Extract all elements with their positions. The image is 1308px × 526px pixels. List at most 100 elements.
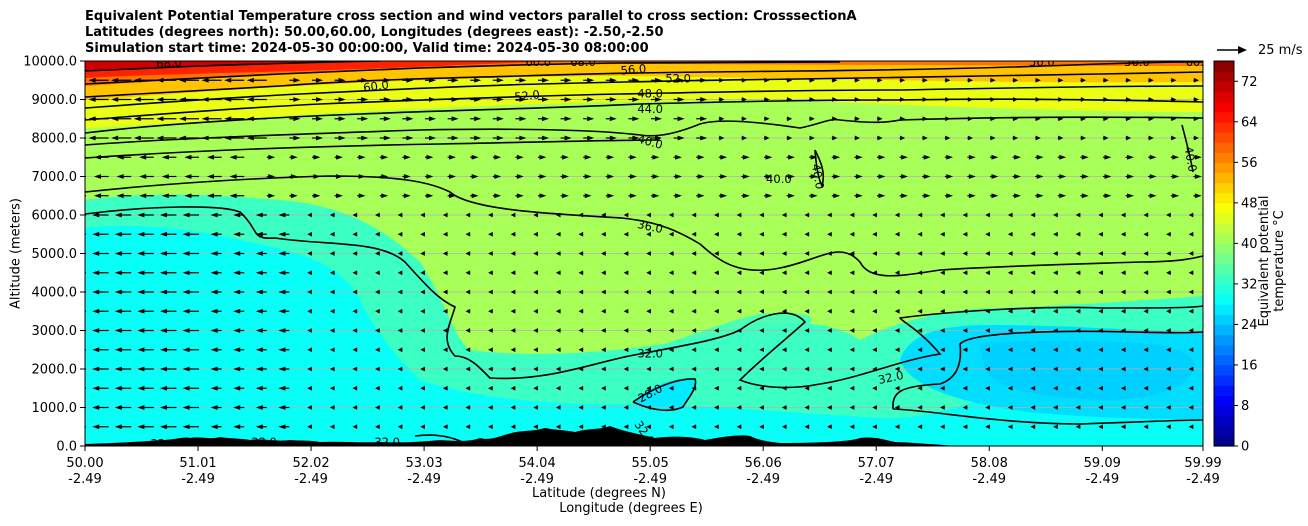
wind-vector-head: [1194, 174, 1202, 179]
colorbar-segment: [1214, 294, 1234, 305]
wind-vector-head: [962, 308, 968, 314]
wind-vector-head: [1149, 193, 1157, 199]
contour-label-text: 32.0: [637, 347, 663, 361]
colorbar-segment: [1214, 304, 1234, 315]
colorbar-segment: [1214, 344, 1234, 356]
wind-vector-head: [1030, 424, 1036, 430]
wind-vector-head: [137, 231, 145, 237]
wind-vector-head: [70, 424, 77, 429]
wind-vector-head: [179, 116, 186, 122]
contour-label-text: 68.0: [156, 55, 183, 71]
wind-vector-head: [1188, 212, 1194, 218]
wind-vector-head: [741, 77, 747, 83]
wind-vector-head: [210, 424, 218, 430]
wind-vector-head: [71, 155, 78, 160]
y-tick-label: 4000.0: [32, 286, 78, 301]
wind-vector-head: [714, 405, 719, 410]
wind-vector-head: [210, 289, 218, 295]
wind-vector-head: [474, 77, 482, 83]
wind-vector-head: [361, 77, 369, 83]
wind-vector-head: [894, 385, 900, 391]
wind-vector-head: [849, 289, 855, 295]
wind-vector-head: [1075, 251, 1081, 256]
wind-vector-head: [488, 347, 493, 353]
wind-vector-head: [877, 97, 883, 102]
wind-vector-head: [246, 77, 254, 83]
wind-vector-head: [1104, 193, 1112, 199]
x-tick-label: 57.07: [858, 456, 895, 471]
plot-area: 68.060.052.060.0 68.0 56.052.048.044.040.0…: [70, 55, 1203, 446]
wind-vector-head: [1120, 424, 1126, 430]
wind-vector-head: [968, 154, 976, 160]
wind-vector-head: [397, 251, 403, 256]
wind-vector-head: [562, 193, 569, 199]
colorbar-segment: [1214, 202, 1234, 214]
wind-vector-head: [809, 97, 815, 102]
x-tick-label-lon: -2.49: [1186, 472, 1220, 487]
wind-vector-head: [114, 385, 122, 391]
wind-vector-head: [736, 212, 742, 218]
wind-vector-head: [293, 97, 301, 102]
wind-vector-head: [278, 270, 286, 276]
wind-vector-head: [601, 289, 606, 295]
contour-label-text: 32.0: [877, 368, 905, 387]
wind-vector-head: [1104, 154, 1112, 160]
contour-line: [85, 61, 381, 72]
wind-vector-head: [420, 405, 425, 410]
wind-vector-head: [210, 405, 218, 410]
wind-vector-head: [1166, 424, 1171, 430]
wind-vector-head: [465, 405, 471, 410]
wind-vector-head: [358, 174, 366, 179]
wind-vector-head: [1035, 77, 1041, 83]
wind-vector-head: [278, 308, 286, 314]
wind-vector-head: [1120, 366, 1126, 372]
colorbar-segment: [1214, 121, 1234, 133]
wind-vector-head: [646, 251, 651, 256]
wind-vector-head: [94, 154, 101, 160]
wind-vector-head: [827, 289, 832, 295]
contour-label: 40.0: [766, 172, 792, 186]
wind-vector-head: [587, 116, 595, 122]
wind-vector-head: [601, 308, 606, 314]
wind-vector-head: [160, 385, 167, 391]
wind-vector-head: [1098, 347, 1103, 353]
wind-vector-head: [609, 116, 617, 122]
wind-vector-head: [855, 154, 863, 160]
wind-vector-head: [92, 405, 100, 410]
wind-vector-head: [1080, 116, 1086, 122]
wind-vector-head: [736, 366, 742, 372]
contour-line: [85, 98, 1203, 134]
wind-vector-head: [133, 77, 141, 83]
wind-vector-head: [968, 193, 976, 199]
wind-vector-head: [201, 77, 209, 83]
wind-vector-head: [940, 270, 945, 276]
wind-vector-head: [578, 231, 584, 237]
wind-vector-head: [1188, 347, 1194, 353]
contour-label: 56.0: [1029, 61, 1055, 69]
wind-vector-head: [901, 154, 908, 160]
wind-vector-head: [985, 270, 990, 276]
wind-vector-head: [1166, 308, 1171, 314]
wind-vector-head: [922, 135, 928, 141]
wind-vector-head: [1166, 251, 1171, 256]
wind-vector-head: [759, 405, 764, 410]
contour-label-text: 40.0: [809, 163, 827, 191]
colorbar-segment: [1214, 61, 1234, 72]
wind-vector-head: [1103, 97, 1109, 102]
wind-vector-head: [182, 251, 190, 256]
wind-vector-head: [991, 174, 999, 179]
wind-vector-head: [1080, 135, 1086, 141]
wind-vector-head: [714, 366, 719, 372]
wind-vector-head: [116, 174, 124, 179]
y-tick-label: 5000.0: [32, 247, 78, 262]
wind-vector-head: [1149, 174, 1157, 179]
wind-vector-head: [894, 270, 900, 276]
wind-vector-head: [1030, 328, 1036, 333]
wind-vector-head: [70, 347, 77, 352]
wind-vector-head: [233, 366, 241, 372]
wind-vector-head: [516, 154, 524, 160]
wind-vector-head: [962, 231, 968, 237]
wind-vector-head: [224, 116, 232, 122]
wind-vector-head: [900, 97, 906, 102]
colorbar-segment: [1214, 283, 1234, 295]
